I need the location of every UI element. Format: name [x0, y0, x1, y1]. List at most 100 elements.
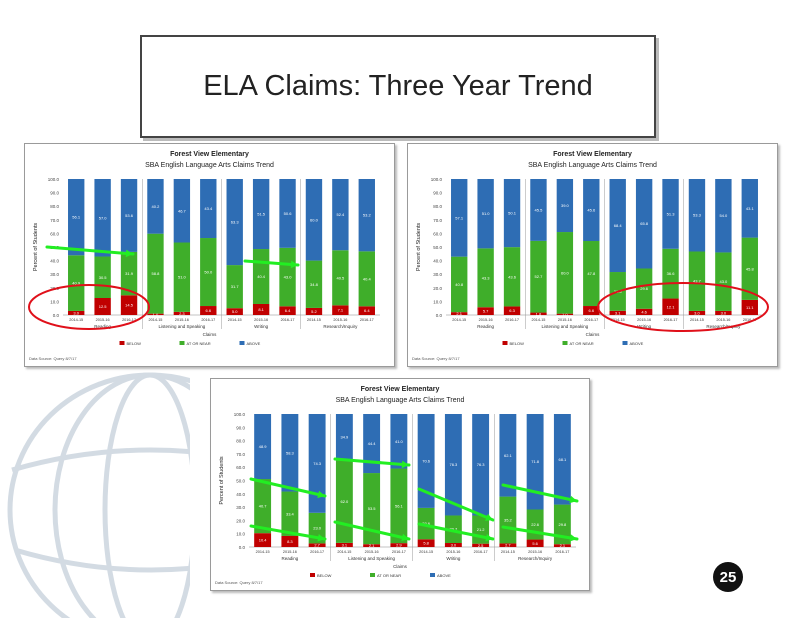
- highlight-circle: [597, 282, 769, 332]
- bar-at-or-near: [688, 251, 706, 311]
- y-tick-label: 90.0: [236, 425, 245, 430]
- x-tick-label: 2016-17: [281, 318, 295, 322]
- legend-label: ABOVE: [247, 341, 261, 346]
- bar-below: [358, 306, 375, 315]
- bar-above: [120, 179, 138, 252]
- bar-at-or-near: [715, 252, 732, 311]
- bar-value-label: 31.7: [231, 284, 240, 289]
- bar-above: [335, 414, 353, 461]
- chart-source: Data Source: Query 8/7/17: [29, 356, 77, 361]
- bar-at-or-near: [503, 247, 521, 307]
- legend-swatch: [562, 341, 568, 345]
- bar-above: [390, 414, 408, 469]
- annotation-layer: [249, 457, 579, 542]
- annotation-layer: [28, 245, 300, 330]
- bar-value-label: 62.0: [340, 499, 349, 504]
- trend-arrow-head: [290, 260, 298, 269]
- bar-value-label: 14.5: [125, 303, 134, 308]
- bar-below: [390, 543, 408, 547]
- group-label: Listening and Speaking: [158, 324, 205, 329]
- bar-value-label: 3.0: [721, 310, 727, 315]
- x-tick-label: 2016-17: [201, 318, 215, 322]
- x-tick-label: 2016-17: [664, 318, 678, 322]
- trend-arrow-line: [249, 477, 327, 498]
- legend-swatch: [502, 341, 508, 345]
- bar-value-label: 40.2: [152, 204, 161, 209]
- y-tick-label: 90.0: [50, 191, 59, 196]
- legend-label: BELOW: [510, 341, 525, 346]
- x-tick-label: 2014-15: [611, 318, 625, 322]
- bar-value-label: 6.6: [589, 308, 595, 313]
- y-tick-label: 90.0: [433, 191, 442, 196]
- y-tick-label: 100.0: [48, 177, 60, 182]
- bar-value-label: 47.8: [587, 271, 596, 276]
- chart-svg: Forest View Elementary SBA English Langua…: [29, 151, 380, 361]
- bar-above: [252, 179, 270, 250]
- bar-at-or-near: [281, 491, 299, 536]
- bar-value-label: 53.6: [125, 213, 134, 218]
- bar-value-label: 44.4: [368, 441, 377, 446]
- bar-value-label: 48.9: [259, 444, 268, 449]
- x-tick-label: 2015-16: [716, 318, 730, 322]
- bar-at-or-near: [94, 256, 111, 298]
- bar-value-label: 36.6: [667, 271, 676, 276]
- bar-value-label: 50.0: [204, 270, 213, 275]
- bar-above: [147, 179, 164, 234]
- legend-label: AT OR NEAR: [570, 341, 594, 346]
- bar-value-label: 2.3: [179, 311, 185, 316]
- bar-value-label: 68.4: [614, 223, 623, 228]
- legend-label: BELOW: [127, 341, 142, 346]
- x-tick-label: 2015-16: [637, 318, 651, 322]
- bar-value-label: 6.6: [206, 308, 212, 313]
- y-tick-label: 0.0: [53, 313, 60, 318]
- x-tick-label: 2014-15: [452, 318, 466, 322]
- group-label: Reading: [94, 324, 111, 329]
- trend-arrow-line: [333, 457, 411, 467]
- x-tick-label: 2016-17: [555, 550, 569, 554]
- trend-arrow-line: [501, 483, 579, 503]
- bar-below: [252, 303, 270, 315]
- trend-arrow-head: [569, 495, 577, 504]
- bar-value-label: 10.4: [259, 538, 268, 543]
- bar-below: [741, 299, 758, 315]
- bar-above: [499, 414, 517, 497]
- y-tick-label: 70.0: [50, 218, 59, 223]
- bar-value-label: 2.7: [314, 543, 320, 548]
- bar-value-label: 57.1: [455, 215, 464, 220]
- bar-above: [526, 414, 544, 510]
- chart-panel-1: Forest View Elementary SBA English Langua…: [24, 143, 395, 367]
- x-tick-label: 2014-15: [307, 318, 321, 322]
- bar-at-or-near: [444, 515, 462, 544]
- bar-value-label: 40.7: [259, 504, 268, 509]
- bar-above: [503, 179, 521, 248]
- bar-at-or-near: [635, 268, 653, 309]
- bar-below: [305, 307, 323, 315]
- bar-above: [417, 414, 435, 508]
- x-axis-label: Claims: [393, 564, 408, 569]
- trend-arrow-line: [417, 487, 495, 522]
- bar-value-label: 5.0: [232, 309, 238, 314]
- x-tick-label: 2014-15: [337, 550, 351, 554]
- chart-svg: Forest View Elementary SBA English Langua…: [412, 151, 763, 361]
- chart-source: Data Source: Query 8/7/17: [215, 580, 263, 585]
- y-tick-label: 40.0: [50, 259, 59, 264]
- bar-above: [553, 414, 571, 505]
- x-tick-label: 2015-16: [479, 318, 493, 322]
- legend-label: AT OR NEAR: [377, 573, 401, 578]
- y-tick-label: 30.0: [236, 505, 245, 510]
- bar-below: [363, 544, 381, 547]
- bar-below: [472, 543, 490, 547]
- chart-school: Forest View Elementary: [553, 151, 632, 158]
- bar-above: [635, 179, 653, 269]
- y-tick-label: 100.0: [431, 177, 443, 182]
- page-number-badge: 25: [713, 562, 743, 592]
- chart-school: Forest View Elementary: [170, 151, 249, 158]
- bar-below: [94, 298, 111, 315]
- y-tick-label: 70.0: [433, 218, 442, 223]
- bar-value-label: 40.8: [455, 282, 464, 287]
- group-label: Reading: [477, 324, 494, 329]
- bar-at-or-near: [499, 496, 517, 544]
- bar-value-label: 76.3: [449, 462, 458, 467]
- bar-at-or-near: [358, 251, 375, 307]
- bar-value-label: 21.2: [477, 527, 486, 532]
